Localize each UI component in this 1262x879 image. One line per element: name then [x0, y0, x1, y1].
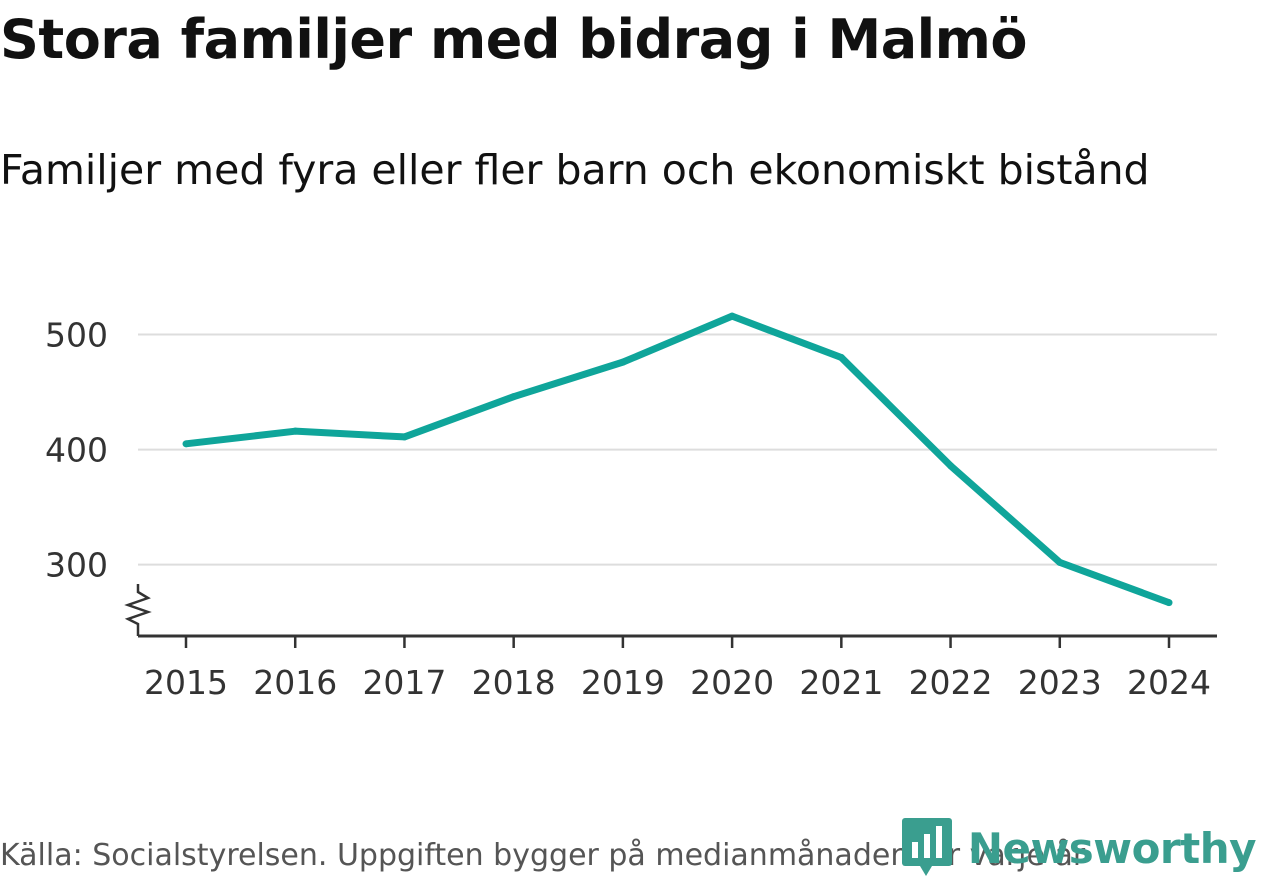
- y-tick-label-500: 500: [45, 316, 108, 355]
- x-tick-label-2018: 2018: [472, 663, 556, 702]
- x-tick-label-2021: 2021: [799, 663, 883, 702]
- series-line-0: [185, 312, 1171, 606]
- brand-logo: Newsworthy: [901, 818, 1257, 878]
- x-tick-label-2024: 2024: [1127, 663, 1211, 702]
- gridlines: [138, 333, 1217, 566]
- chart-subtitle: Familjer med fyra eller fler barn och ek…: [0, 146, 1150, 194]
- data-point-2024: [1165, 599, 1173, 607]
- y-axis-tick-labels: 300 400 500: [45, 316, 108, 585]
- data-point-2023: [1056, 558, 1064, 566]
- x-axis-tick-labels: 2015 2016 2017 2018 2019 2020 2021 2022 2023 2024: [144, 663, 1211, 702]
- x-tick-label-2022: 2022: [909, 663, 993, 702]
- newsworthy-logo-icon: [901, 818, 952, 876]
- data-point-2022: [947, 462, 955, 470]
- data-point-2019: [619, 358, 627, 366]
- x-tick-label-2017: 2017: [362, 663, 446, 702]
- data-point-2016: [291, 427, 299, 435]
- x-tick-label-2023: 2023: [1018, 663, 1102, 702]
- data-point-2017: [400, 433, 408, 441]
- data-point-2015: [182, 440, 190, 448]
- x-tick-label-2020: 2020: [690, 663, 774, 702]
- data-point-2021: [837, 354, 845, 362]
- data-point-2018: [510, 393, 518, 401]
- y-tick-label-300: 300: [45, 546, 108, 585]
- y-tick-label-400: 400: [45, 431, 108, 470]
- data-point-2020: [728, 312, 736, 320]
- x-tick-label-2016: 2016: [253, 663, 337, 702]
- x-tick-label-2019: 2019: [581, 663, 665, 702]
- data-series: [182, 312, 1173, 607]
- brand-name: Newsworthy: [967, 823, 1257, 873]
- x-tick-label-2015: 2015: [144, 663, 228, 702]
- axis-break-mark: [124, 584, 152, 636]
- chart-title: Stora familjer med bidrag i Malmö: [0, 8, 1028, 71]
- x-axis: [124, 584, 1217, 648]
